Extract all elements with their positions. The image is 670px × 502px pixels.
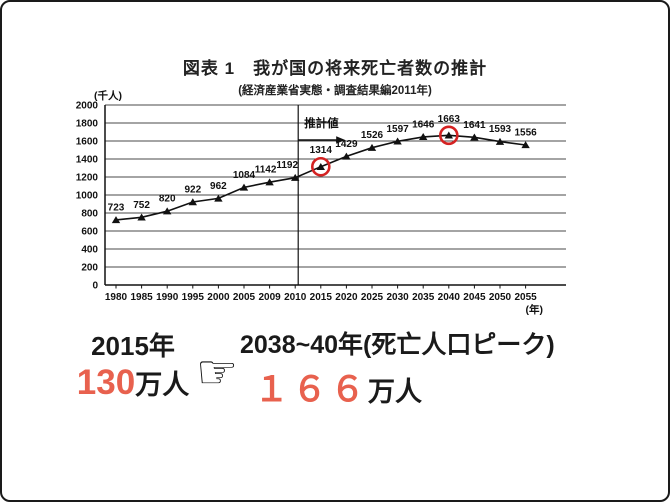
data-point-label: 1597 <box>386 124 409 135</box>
x-axis-tick-label: 2035 <box>412 292 435 303</box>
data-point-label: 1314 <box>310 145 333 156</box>
x-axis-tick-label: 1980 <box>105 292 128 303</box>
estimate-arrow-head <box>336 136 346 144</box>
callout-2015-year: 2015年 <box>91 331 175 361</box>
data-point-marker <box>342 152 351 160</box>
data-point-label: 1084 <box>233 170 256 181</box>
data-point-marker <box>137 213 146 221</box>
data-point-label: 752 <box>133 200 150 211</box>
x-axis-tick-label: 2025 <box>361 292 384 303</box>
x-axis-tick-label: 2015 <box>310 292 333 303</box>
estimate-label: 推計値 <box>304 116 339 130</box>
y-axis-tick-label: 1600 <box>76 137 99 148</box>
data-point-marker <box>521 141 530 149</box>
x-axis-tick-label: 2020 <box>335 292 358 303</box>
x-axis-tick-label: 2000 <box>207 292 230 303</box>
x-axis-tick-label: 1985 <box>130 292 153 303</box>
data-point-label: 820 <box>159 194 176 205</box>
data-point-marker <box>239 183 249 191</box>
data-point-marker <box>419 133 428 141</box>
data-point-label: 1663 <box>438 114 461 125</box>
x-axis-tick-label: 2005 <box>233 292 256 303</box>
data-point-marker <box>163 207 172 215</box>
y-axis-unit-label: (千人) <box>94 89 122 102</box>
y-axis-tick-label: 1800 <box>76 119 99 130</box>
data-point-marker <box>470 133 479 141</box>
callout-2015-value-line: 130万人 <box>58 363 208 403</box>
y-axis-tick-label: 200 <box>81 263 98 274</box>
y-axis-tick-label: 0 <box>92 281 98 292</box>
y-axis-tick-label: 2000 <box>76 101 99 112</box>
data-point-marker <box>214 194 223 202</box>
data-point-label: 1526 <box>361 130 384 141</box>
data-point-label: 1593 <box>489 124 512 135</box>
y-axis-tick-label: 400 <box>81 245 98 256</box>
x-axis-tick-label: 2045 <box>463 292 486 303</box>
callout-2015-value: 130 <box>76 362 136 402</box>
callout-2015: 2015年 130万人 <box>58 331 208 403</box>
x-axis-unit-label: (年) <box>526 303 544 316</box>
callout-peak-unit: 万人 <box>368 377 423 407</box>
pointing-hand-icon: ☞ <box>196 345 239 398</box>
chart-title: 図表 1 我が国の将来死亡者数の推計 <box>182 59 488 78</box>
death-projection-line-chart: 0200400600800100012001400160018002000(千人… <box>76 89 566 316</box>
data-point-label: 1192 <box>276 160 298 171</box>
data-point-marker <box>265 178 274 186</box>
y-axis-tick-label: 600 <box>81 227 98 238</box>
data-point-marker <box>444 131 453 139</box>
data-point-label: 1646 <box>412 119 435 130</box>
y-axis-tick-label: 1400 <box>76 155 99 166</box>
data-point-label: 1641 <box>463 120 486 131</box>
data-point-marker <box>495 137 505 145</box>
y-axis-tick-label: 1000 <box>76 191 99 202</box>
highlight-circle <box>438 125 459 146</box>
data-point-marker <box>291 173 300 181</box>
x-axis-tick-label: 2055 <box>514 292 537 303</box>
data-point-label: 1429 <box>335 139 358 150</box>
data-point-label: 922 <box>184 185 201 196</box>
data-point-marker <box>393 137 402 145</box>
x-axis-tick-label: 2030 <box>386 292 409 303</box>
x-axis-tick-label: 2009 <box>258 292 281 303</box>
x-axis-tick-label: 2050 <box>489 292 512 303</box>
data-point-label: 1556 <box>514 127 537 138</box>
y-axis-tick-label: 800 <box>81 209 98 220</box>
y-axis-tick-label: 1200 <box>76 173 99 184</box>
x-axis-tick-label: 2040 <box>438 292 461 303</box>
data-point-marker <box>188 198 197 206</box>
data-point-label: 723 <box>108 202 125 213</box>
callout-peak-year: 2038~40年(死亡人口ピーク) <box>240 331 555 359</box>
x-axis-tick-label: 2010 <box>284 292 307 303</box>
data-point-marker <box>111 216 121 224</box>
callout-peak: 2038~40年(死亡人口ピーク) １６６万人 <box>240 330 555 412</box>
callout-2015-unit: 万人 <box>135 369 190 400</box>
callout-peak-value: １６６ <box>254 370 369 409</box>
callout-peak-value-line: １６６万人 <box>240 361 555 412</box>
data-point-marker <box>367 143 377 151</box>
data-point-label: 962 <box>210 181 227 192</box>
data-point-label: 1142 <box>255 165 277 176</box>
x-axis-tick-label: 1990 <box>156 292 179 303</box>
chart-subtitle: (経済産業省実態・調査結果編2011年) <box>238 85 432 97</box>
data-point-marker <box>316 162 325 170</box>
x-axis-tick-label: 1995 <box>182 292 205 303</box>
highlight-circle <box>310 156 331 177</box>
